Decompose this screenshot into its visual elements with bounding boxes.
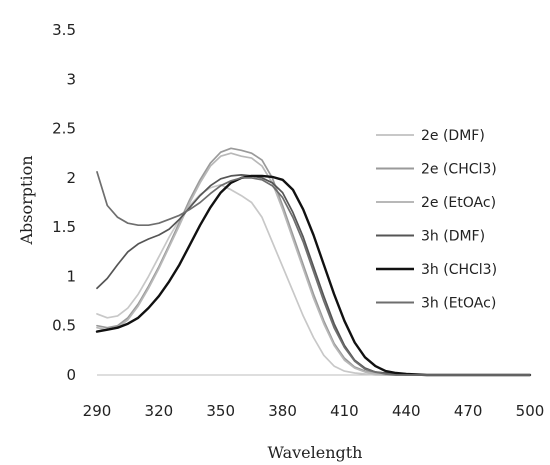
x-tick-label: 350: [206, 402, 235, 420]
y-tick-label: 3: [66, 70, 76, 88]
legend-label: 2e (CHCl3): [421, 162, 497, 178]
y-tick-label: 0.5: [52, 317, 76, 335]
legend-label: 2e (DMF): [421, 128, 485, 144]
y-tick-label: 2: [66, 169, 76, 187]
x-tick-label: 380: [268, 402, 297, 420]
x-tick-label: 290: [83, 402, 112, 420]
legend: 2e (DMF) 2e (CHCl3) 2e (EtOAc) 3h (DMF) 3h (…: [376, 128, 497, 312]
x-tick-label: 410: [330, 402, 359, 420]
x-tick-label: 440: [392, 402, 421, 420]
series-line-5: [95, 174, 532, 377]
legend-label: 2e (EtOAc): [421, 195, 496, 211]
y-tick-label: 2.5: [52, 120, 76, 138]
legend-label: 3h (CHCl3): [421, 262, 497, 278]
series-line-1: [96, 183, 531, 376]
plot-area: [95, 147, 532, 377]
x-tick-label: 320: [145, 402, 174, 420]
x-tick-label: 470: [454, 402, 483, 420]
legend-label: 3h (EtOAc): [421, 296, 496, 312]
y-tick-label: 1.5: [52, 218, 76, 236]
legend-label: 3h (DMF): [421, 229, 485, 245]
y-axis-title: Absorption: [17, 155, 36, 245]
y-tick-label: 0: [66, 366, 76, 384]
y-axis-ticks: 0 0.5 1 1.5 2 2.5 3 3.5: [52, 21, 76, 384]
y-tick-label: 1: [66, 267, 76, 285]
x-axis-ticks: 290 320 350 380 410 440 470 500: [83, 402, 545, 420]
x-axis-title: Wavelength: [268, 443, 363, 462]
y-tick-label: 3.5: [52, 21, 76, 39]
series-line-6: [96, 171, 531, 376]
x-tick-label: 500: [516, 402, 545, 420]
